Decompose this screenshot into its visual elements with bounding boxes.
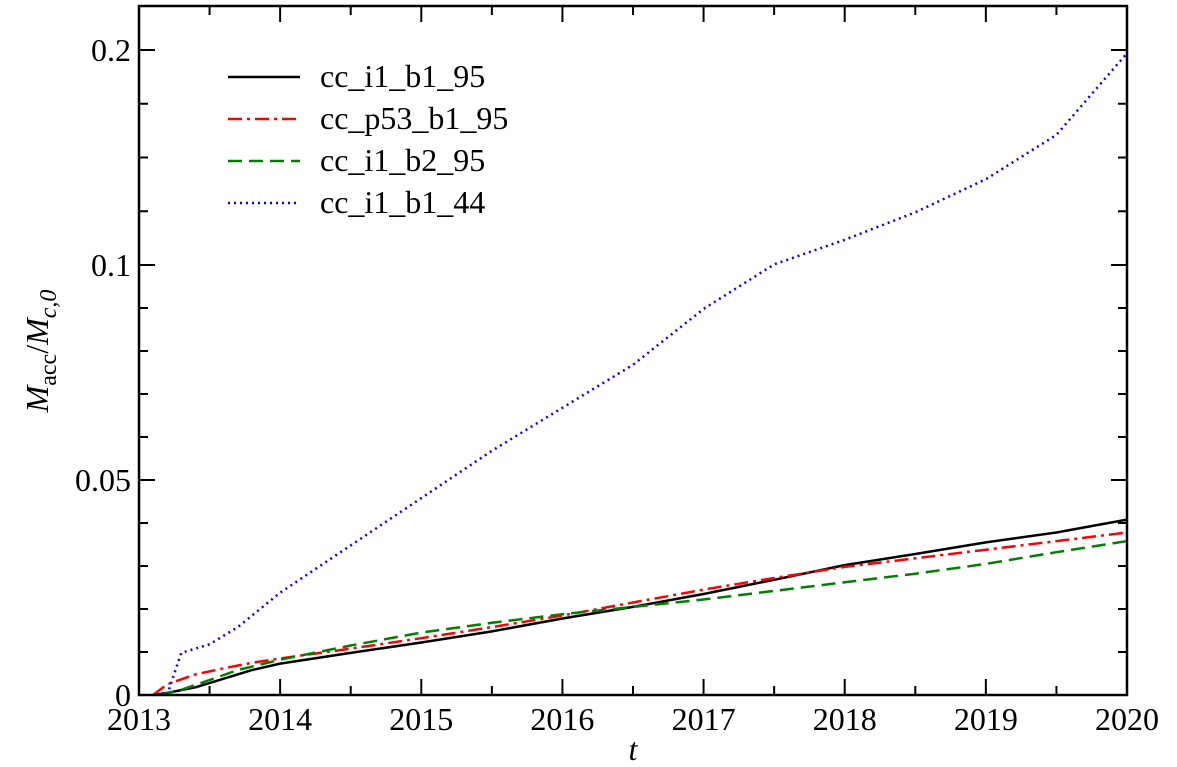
legend-label-0: cc_i1_b1_95 (320, 58, 485, 94)
legend-label-2: cc_i1_b2_95 (320, 142, 485, 178)
x-tick-label-6: 2019 (954, 701, 1018, 737)
x-tick-label-4: 2017 (672, 701, 736, 737)
y-axis-title-main: M (19, 383, 55, 413)
series-line-3 (166, 52, 1128, 696)
x-tick-label-3: 2016 (530, 701, 594, 737)
x-tick-label-7: 2020 (1095, 701, 1159, 737)
y-axis-title-slash: / (19, 345, 55, 354)
series-layer (152, 52, 1128, 697)
y-axis-title: Macc/Mc,0 (19, 290, 62, 414)
series-line-0 (152, 518, 1128, 697)
x-axis-title: t (629, 731, 639, 767)
legend: cc_i1_b1_95 cc_p53_b1_95 cc_i1_b2_95 cc_i1_… (228, 58, 508, 220)
x-tick-label-2: 2015 (389, 701, 453, 737)
x-tick-label-0: 2013 (107, 701, 171, 737)
y-tick-label-3: 0.2 (91, 32, 131, 68)
y-axis-title-den: M (19, 316, 55, 346)
y-axis-title-main-sub: acc (36, 354, 62, 386)
plot-frame (137, 4, 1129, 697)
legend-label-3: cc_i1_b1_44 (320, 184, 485, 220)
y-tick-label-1: 0.05 (75, 462, 131, 498)
y-tick-label-0: 0 (115, 677, 131, 713)
ticks-layer: 2013 2014 2015 2016 2017 2018 2019 2020 0 0.05 0.1… (75, 6, 1159, 737)
x-tick-label-1: 2014 (248, 701, 312, 737)
series-line-1 (152, 531, 1128, 696)
y-tick-label-2: 0.1 (91, 247, 131, 283)
y-axis-title-den-sub: c,0 (36, 290, 62, 319)
series-line-2 (159, 539, 1128, 697)
legend-label-1: cc_p53_b1_95 (320, 100, 508, 136)
x-tick-label-5: 2018 (813, 701, 877, 737)
